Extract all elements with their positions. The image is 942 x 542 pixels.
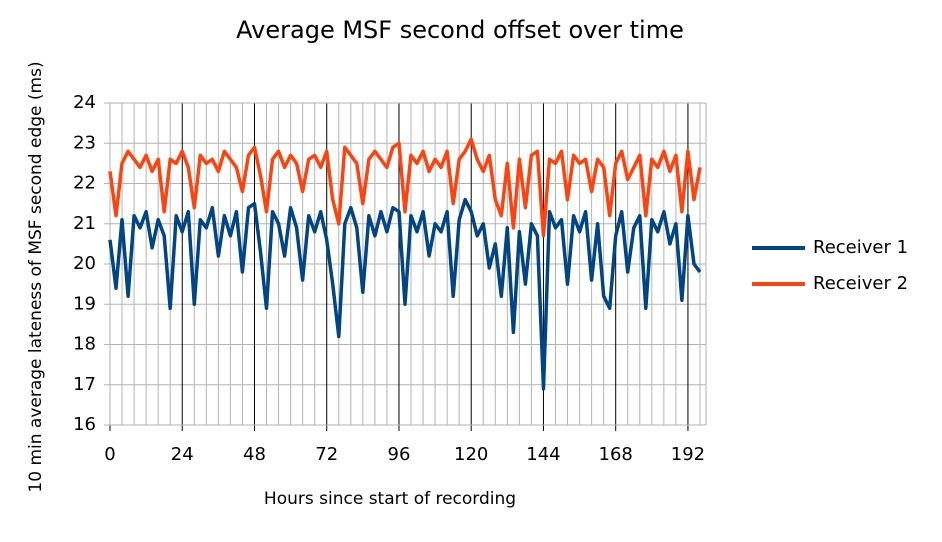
y-tick-label: 21 (73, 213, 96, 234)
x-tick-label: 168 (599, 444, 633, 465)
y-tick-label: 17 (73, 374, 96, 395)
x-tick-label: 48 (243, 444, 266, 465)
plot-frame (109, 102, 707, 426)
x-tick-label: 96 (388, 444, 411, 465)
y-tick-label: 19 (73, 293, 96, 314)
data-line (108, 137, 702, 238)
legend-label: Receiver 2 (813, 273, 908, 294)
x-tick-label: 144 (526, 444, 560, 465)
x-tick-label: 192 (671, 444, 705, 465)
chart-title: Average MSF second offset over time (236, 16, 684, 44)
x-axis-label: Hours since start of recording (264, 489, 516, 509)
y-tick-label: 16 (73, 414, 96, 435)
x-tick-label: 72 (315, 444, 338, 465)
y-tick-label: 22 (73, 173, 96, 194)
y-tick-label: 23 (73, 132, 96, 153)
y-tick-label: 20 (73, 253, 96, 274)
x-tick-label: 24 (171, 444, 194, 465)
legend-label: Receiver 1 (813, 237, 908, 258)
y-axis-label: 10 min average lateness of MSF second ed… (26, 61, 46, 492)
y-tick-label: 24 (73, 92, 96, 113)
data-line (108, 197, 702, 391)
y-tick-label: 18 (73, 334, 96, 355)
x-tick-label: 0 (104, 444, 115, 465)
x-tick-label: 120 (454, 444, 488, 465)
